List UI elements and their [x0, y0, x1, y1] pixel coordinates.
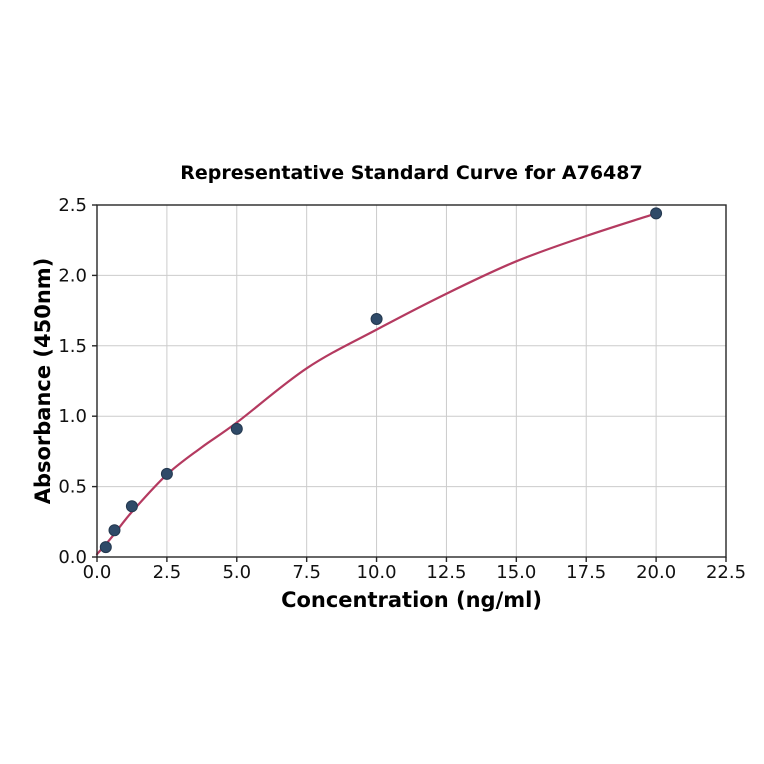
data-point-2 — [125, 500, 138, 513]
data-point-3 — [160, 467, 173, 480]
y-tick-label-1: 0.5 — [58, 477, 87, 498]
data-point-1 — [108, 524, 121, 537]
x-tick-label-2: 5.0 — [222, 562, 251, 583]
x-tick-label-7: 17.5 — [566, 562, 606, 583]
x-tick-label-4: 10.0 — [357, 562, 397, 583]
data-point-0 — [99, 541, 112, 554]
x-tick-label-8: 20.0 — [636, 562, 676, 583]
chart-title: Representative Standard Curve for A76487 — [180, 162, 642, 184]
y-tick-label-2: 1.0 — [58, 406, 87, 427]
y-tick-label-4: 2.0 — [58, 265, 87, 286]
x-tick-label-9: 22.5 — [706, 562, 746, 583]
y-tick-label-5: 2.5 — [58, 195, 87, 216]
x-tick-label-1: 2.5 — [153, 562, 182, 583]
y-axis-label: Absorbance (450nm) — [31, 258, 55, 505]
data-point-4 — [230, 422, 243, 435]
plot-border — [96, 204, 727, 558]
data-point-6 — [650, 207, 663, 220]
y-tick-label-3: 1.5 — [58, 336, 87, 357]
x-tick-label-0: 0.0 — [83, 562, 112, 583]
x-axis-label: Concentration (ng/ml) — [281, 588, 542, 612]
y-tick-label-0: 0.0 — [58, 547, 87, 568]
x-tick-label-3: 7.5 — [292, 562, 321, 583]
data-point-5 — [370, 313, 383, 325]
x-tick-label-5: 12.5 — [426, 562, 466, 583]
x-tick-label-6: 15.0 — [496, 562, 536, 583]
